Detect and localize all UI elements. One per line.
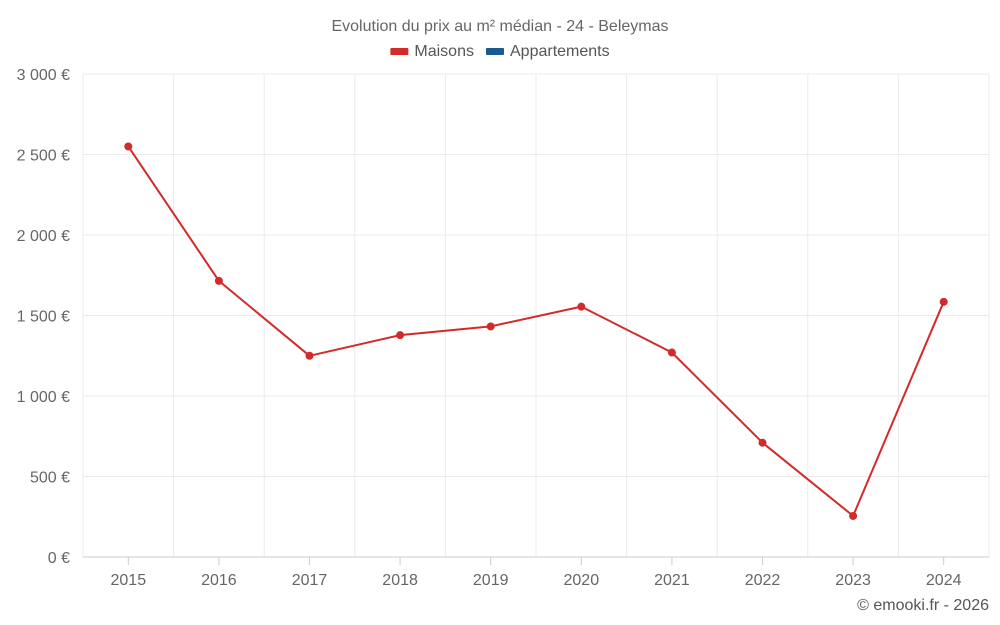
- x-tick-label: 2020: [564, 572, 600, 589]
- x-tick-label: 2016: [201, 572, 237, 589]
- data-point: [214, 276, 223, 285]
- legend-label: Appartements: [510, 43, 610, 60]
- x-tick-label: 2015: [111, 572, 147, 589]
- data-point: [939, 297, 948, 306]
- y-tick-label: 1 500 €: [17, 309, 70, 326]
- y-tick-label: 500 €: [30, 470, 70, 487]
- chart-legend: Maisons Appartements: [390, 43, 610, 60]
- legend-swatch: [390, 48, 409, 55]
- data-point: [758, 438, 767, 447]
- y-axis: 0 € 500 € 1 000 € 1 500 € 2 000 € 2 500 € 3 00…: [17, 67, 70, 567]
- x-tick-label: 2024: [926, 572, 962, 589]
- legend-item: Maisons: [390, 43, 474, 60]
- x-tick-label: 2022: [745, 572, 781, 589]
- credit-text: © emooki.fr - 2026: [857, 597, 989, 614]
- data-point: [849, 511, 858, 520]
- data-point: [124, 142, 133, 151]
- y-tick-label: 0 €: [48, 550, 70, 567]
- data-point: [396, 331, 405, 340]
- x-tick-label: 2018: [382, 572, 418, 589]
- x-tick-label: 2021: [654, 572, 690, 589]
- x-axis: 2015 2016 2017 2018 2019 2020 2021 2022 2023 2024: [83, 556, 989, 589]
- legend-label: Maisons: [414, 43, 474, 60]
- y-tick-label: 1 000 €: [17, 389, 70, 406]
- legend-item: Appartements: [486, 43, 610, 60]
- data-point: [486, 322, 495, 331]
- data-point: [577, 302, 586, 311]
- chart-grid: [82, 73, 990, 557]
- y-tick-label: 3 000 €: [17, 67, 70, 84]
- x-tick-label: 2023: [835, 572, 871, 589]
- chart-title: Evolution du prix au m² médian - 24 - Be…: [331, 18, 668, 35]
- x-tick-label: 2017: [292, 572, 328, 589]
- y-tick-label: 2 500 €: [17, 148, 70, 165]
- data-point: [305, 351, 314, 360]
- series-layer: [124, 142, 948, 520]
- legend-swatch: [486, 48, 504, 55]
- data-point: [667, 348, 676, 357]
- x-tick-label: 2019: [473, 572, 509, 589]
- y-tick-label: 2 000 €: [17, 228, 70, 245]
- series-line: [127, 145, 945, 517]
